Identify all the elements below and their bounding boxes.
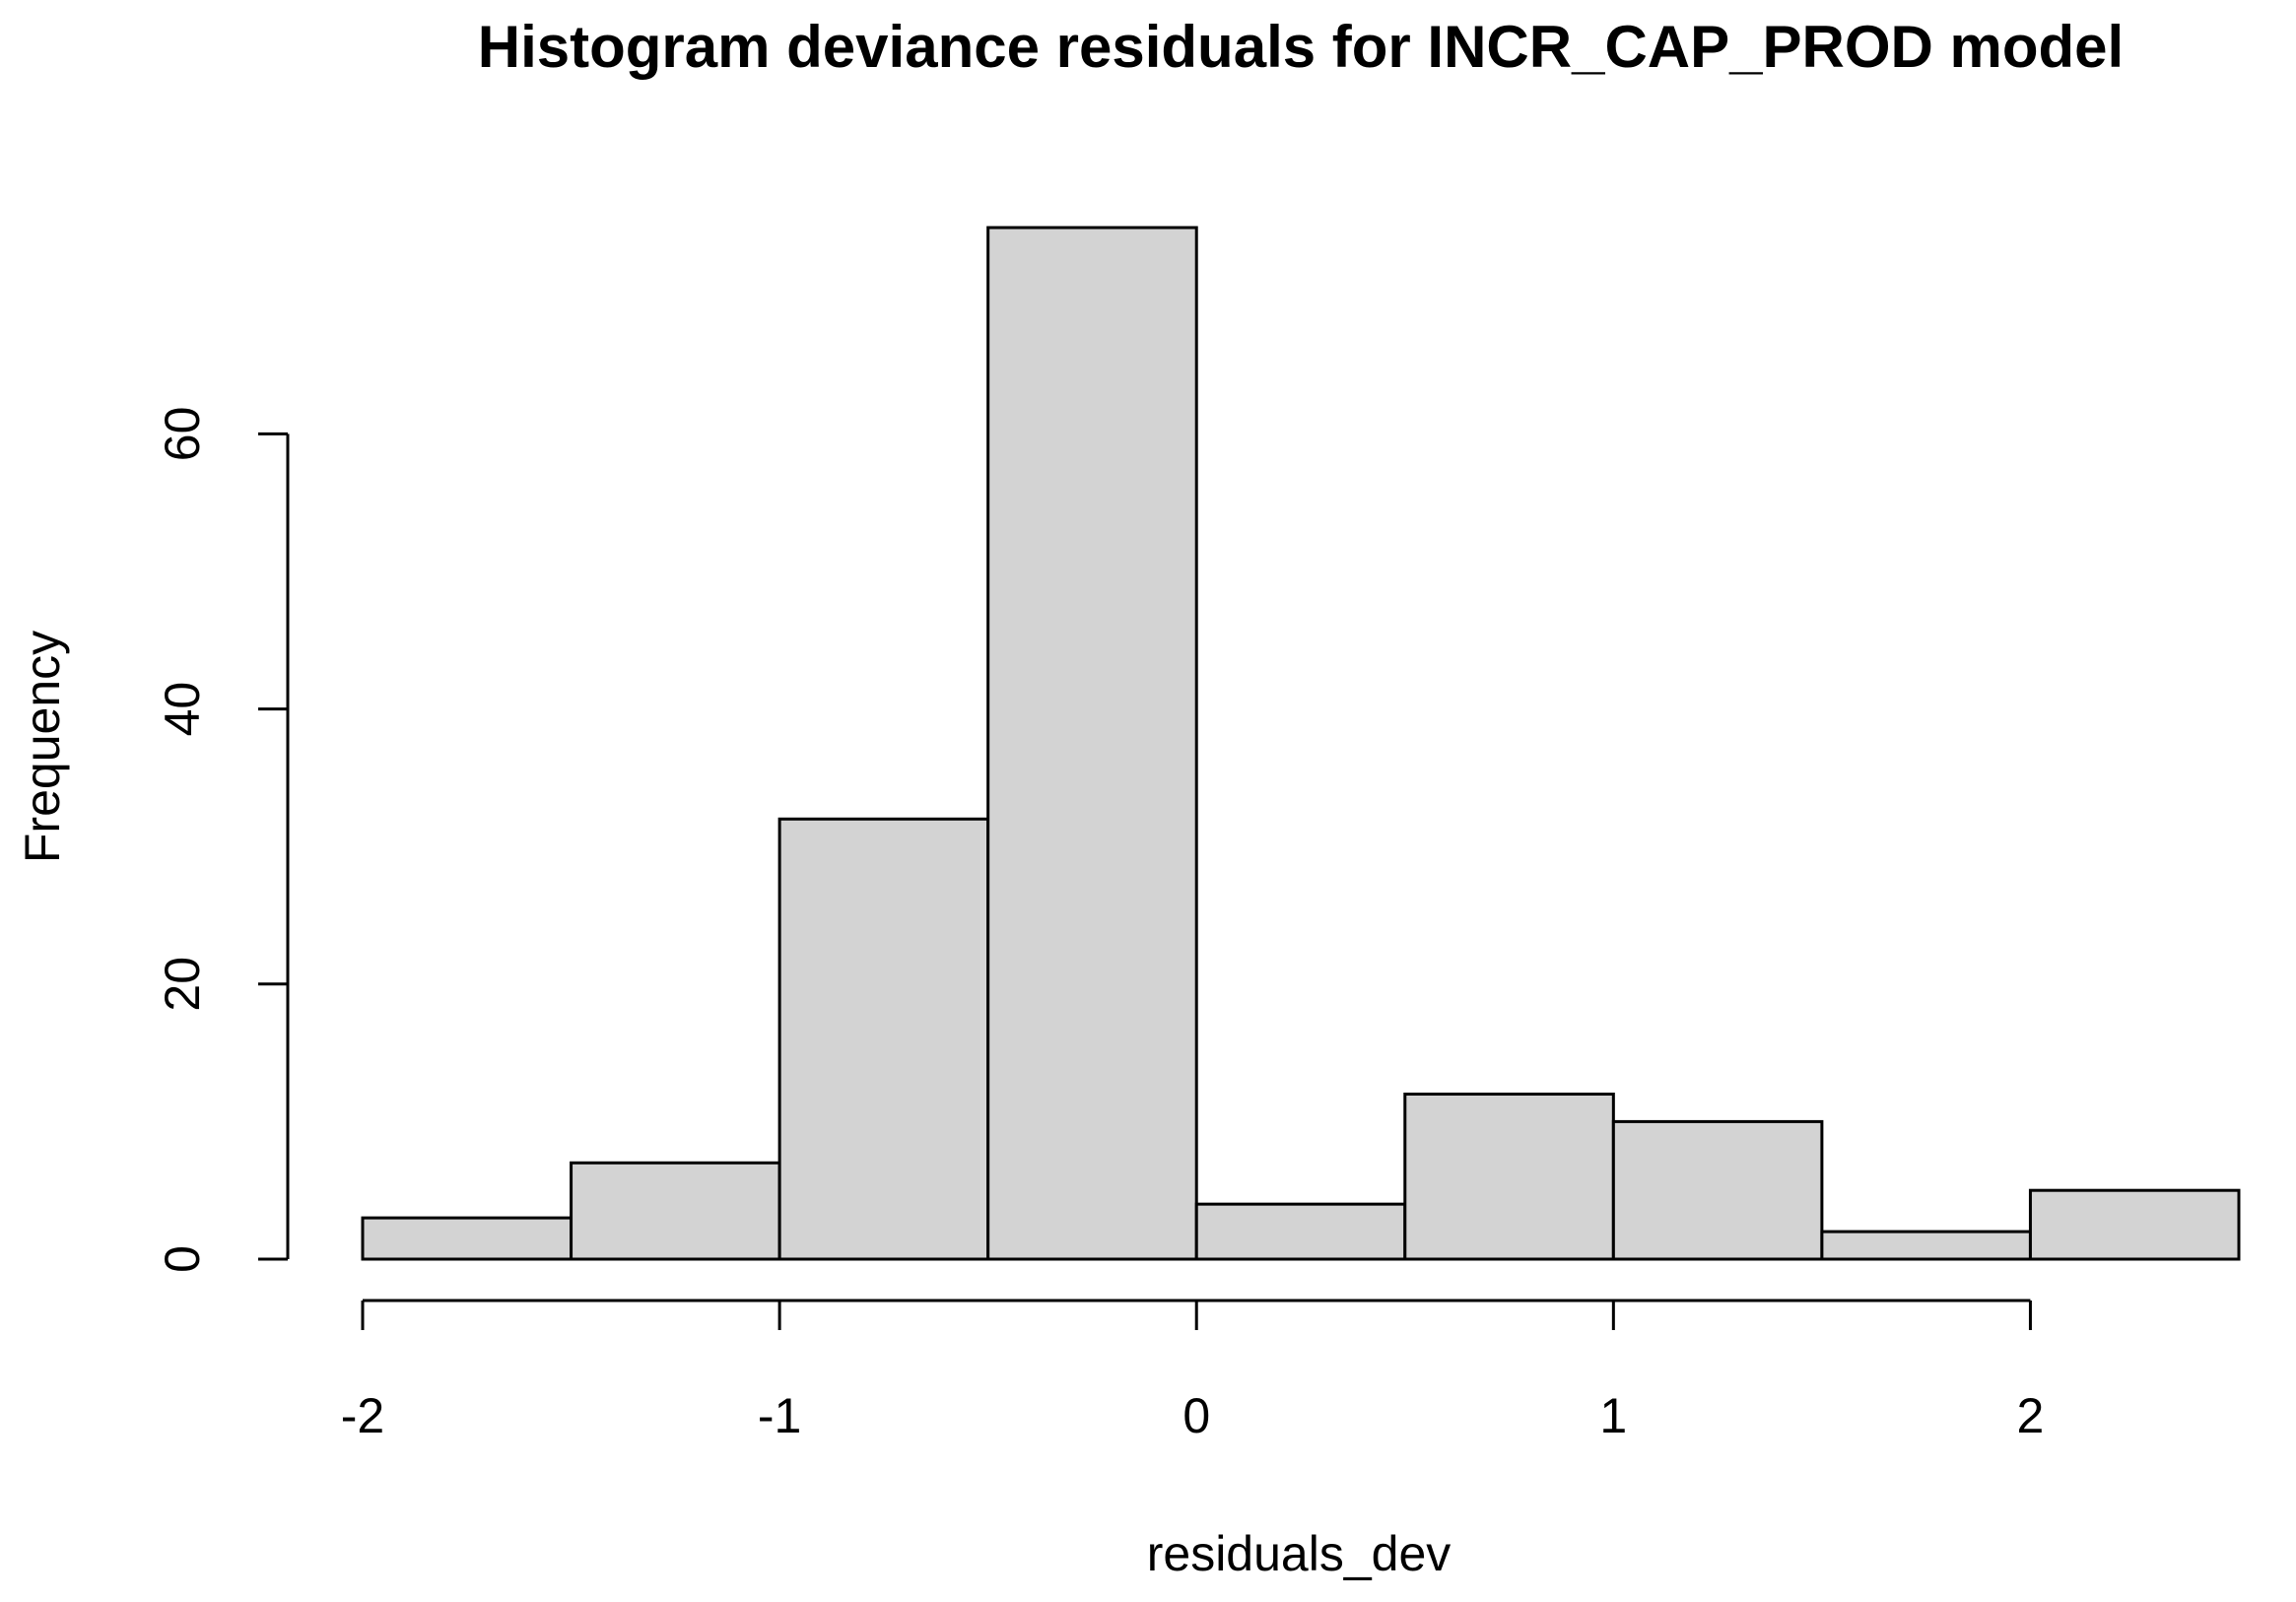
- x-tick-label: -2: [341, 1388, 384, 1443]
- histogram-bar-4: [986, 226, 1198, 1261]
- histogram-bar-7: [1611, 1119, 1824, 1261]
- histogram-bar-8: [1820, 1230, 2032, 1261]
- x-tick-label: -1: [758, 1388, 801, 1443]
- y-tick-label: 0: [155, 1245, 210, 1273]
- histogram-bar-1: [361, 1216, 574, 1261]
- x-axis: -2 -1 0 1 2: [341, 1299, 2045, 1443]
- histogram-bar-2: [570, 1161, 781, 1261]
- y-tick-label: 40: [155, 682, 210, 737]
- chart-title: Histogram deviance residuals for INCR_CA…: [478, 14, 2124, 80]
- y-axis-label: Frequency: [15, 631, 70, 863]
- x-tick-label: 2: [2017, 1388, 2045, 1443]
- histogram-bar-5: [1194, 1202, 1407, 1261]
- histogram-bar-9: [2028, 1188, 2241, 1261]
- x-tick-label: 0: [1182, 1388, 1210, 1443]
- y-tick-label: 20: [155, 957, 210, 1012]
- histogram-bar-6: [1403, 1092, 1615, 1261]
- bars-group: [361, 226, 2241, 1261]
- x-tick-label: 1: [1599, 1388, 1627, 1443]
- x-axis-label: residuals_dev: [1147, 1526, 1452, 1581]
- y-tick-label: 60: [155, 407, 210, 462]
- histogram-bar-3: [777, 817, 990, 1261]
- y-axis: 0 20 40 60: [155, 407, 290, 1273]
